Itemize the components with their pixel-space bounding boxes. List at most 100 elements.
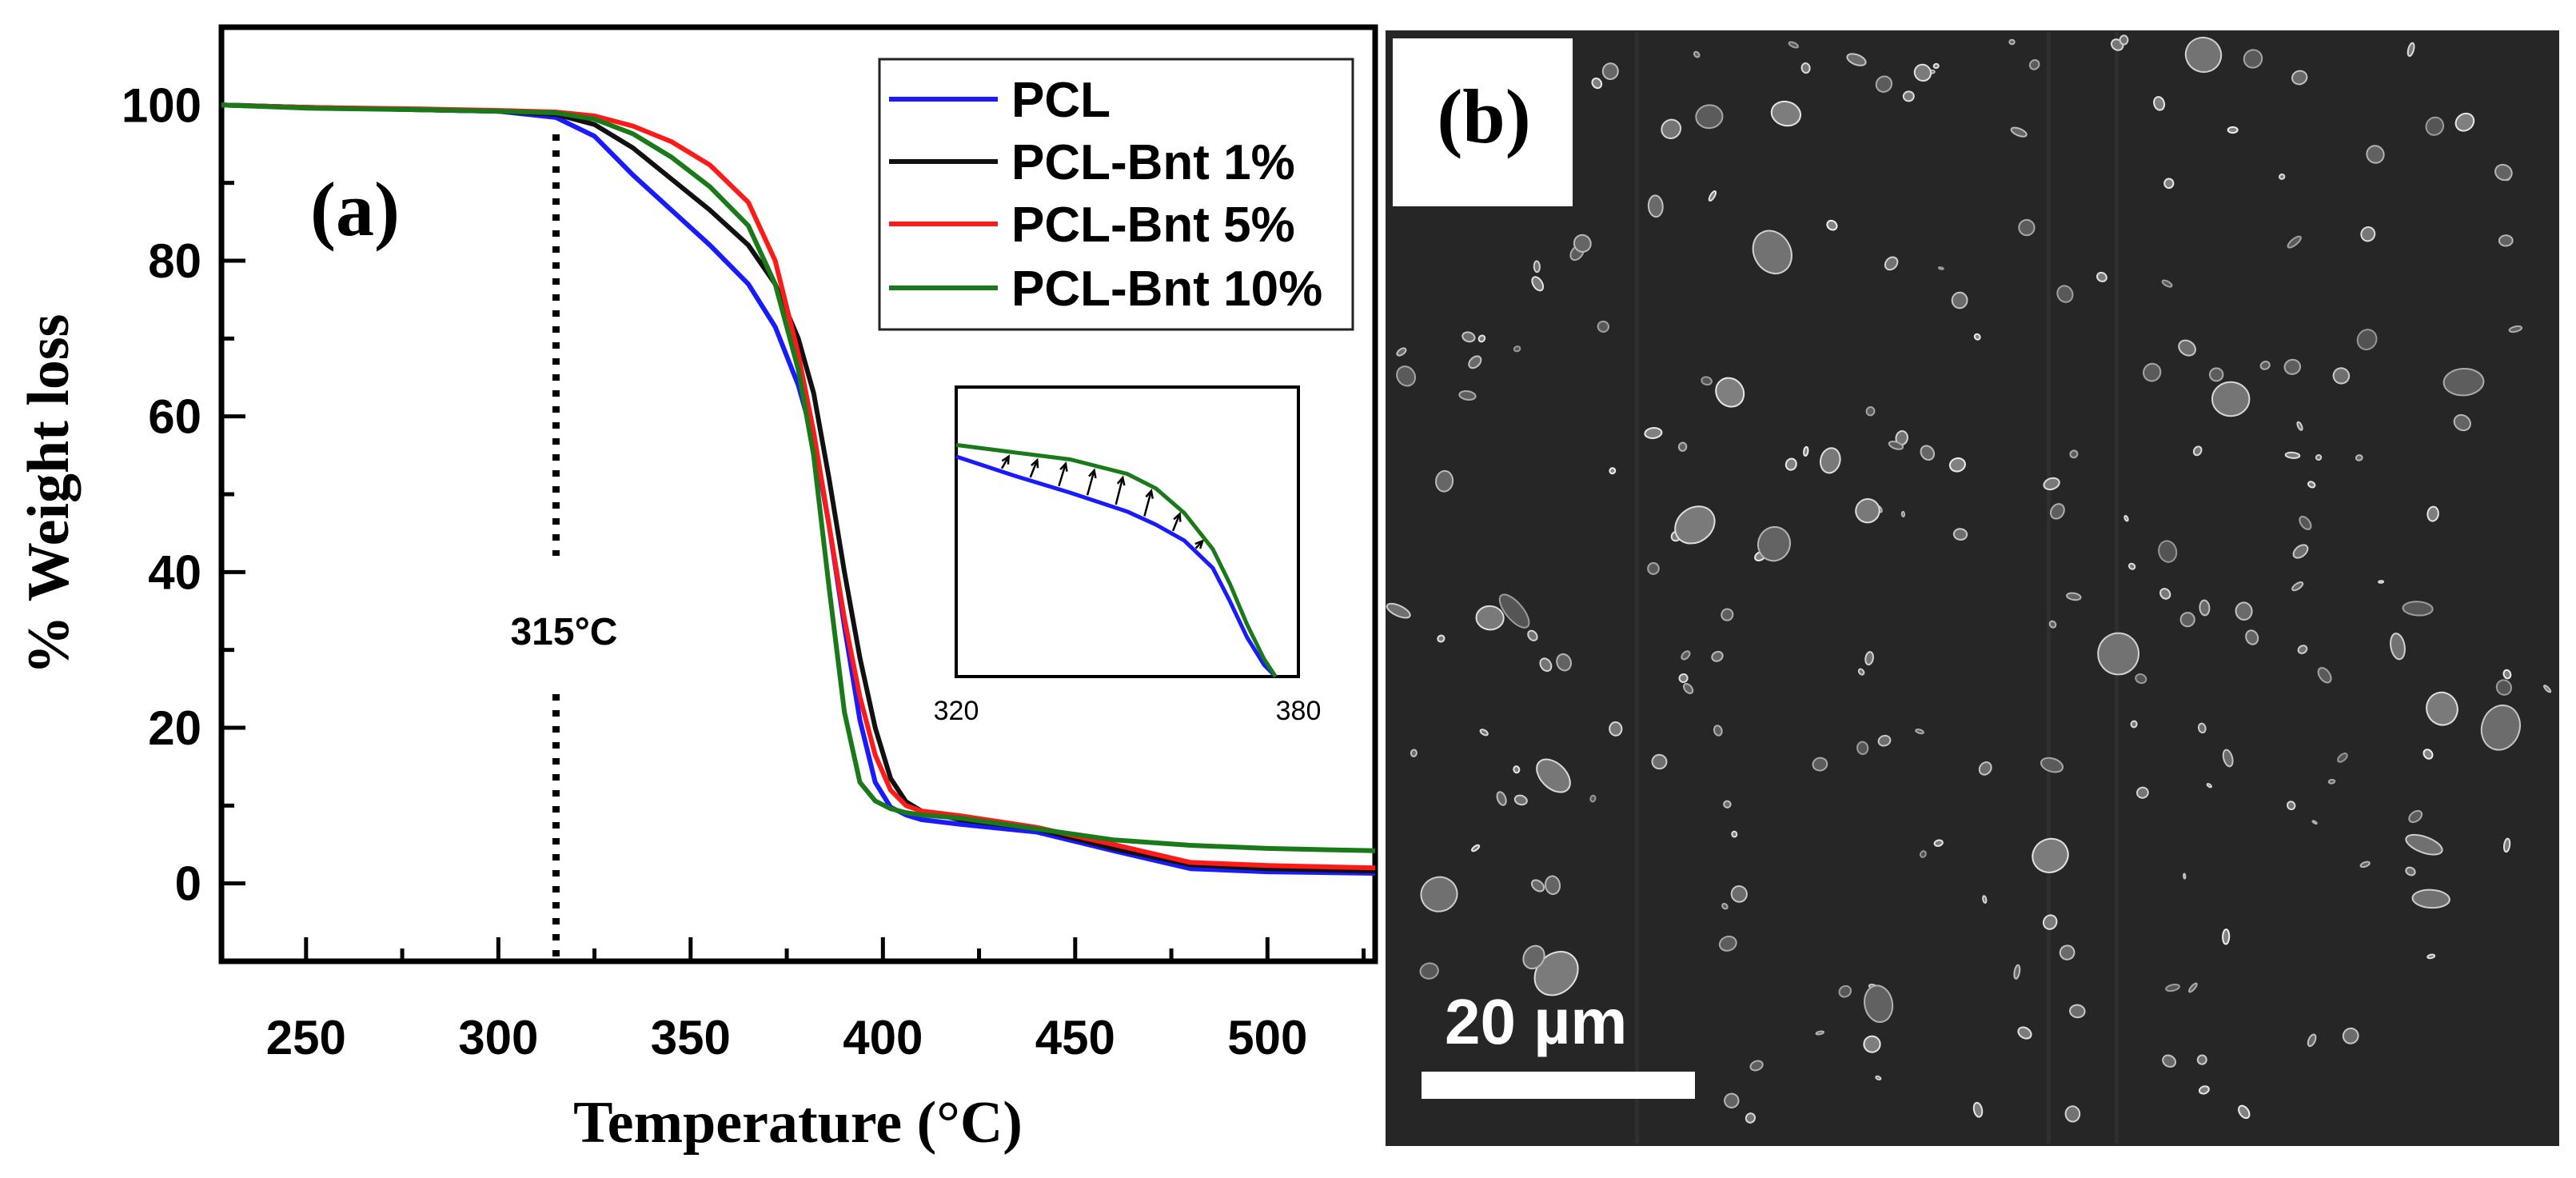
sem-particle [1573,234,1592,254]
sem-particle [2355,454,2363,461]
sem-particle [1539,657,1553,673]
inset-series-line-pcl-bnt-10 [955,442,1278,678]
sem-particle [2422,749,2434,760]
sem-particle [2119,34,2129,46]
sem-particle [1826,219,1838,231]
sem-particle [1597,320,1609,333]
sem-particle [2299,515,2312,530]
sem-particle [1647,194,1664,218]
marker-group: 315°C [510,134,617,960]
sem-particle [2017,1026,2032,1040]
sem-particle [1708,190,1717,202]
sem-particle [2287,235,2302,249]
sem-particle [1477,334,1486,343]
sem-particle [1752,230,1792,275]
inset-series-line-pcl [955,454,1278,678]
series-group [955,442,1278,678]
sem-particle [2442,367,2485,397]
sem-particle [2378,580,2385,584]
sem-particle [2161,279,2173,288]
sem-particle [2123,515,2129,522]
sem-particle [2227,126,2239,134]
inset-arrow [1058,463,1067,487]
sem-particle [2010,126,2028,138]
sem-particle [1609,467,1617,475]
sem-image-panel: (b) 20 µm [1386,30,2559,1146]
sem-particle [1468,355,1482,369]
inset-arrow-head [1145,489,1154,499]
legend-box [878,58,1354,331]
sem-particle [2307,1033,2317,1048]
sem-particle [1749,1060,1764,1072]
x-axis-title: Temperature (°C) [573,1090,1023,1156]
sem-particle [1647,561,1660,575]
sem-particle [2197,722,2207,734]
sem-particle [2245,629,2259,645]
sem-particle [2327,778,2336,785]
sem-particle [1498,593,1530,629]
sem-particle [1721,608,1734,621]
sem-particle [2165,984,2180,992]
sem-particle [1982,895,1988,904]
sem-streaks [1635,32,2119,1144]
sem-particle [1678,673,1689,684]
sem-particle [1952,528,1968,541]
sem-particle [2198,1085,2210,1095]
sem-particle [2426,505,2439,522]
sem-particle [1513,794,1528,806]
arrow-group [1000,454,1205,549]
sem-particle [1693,50,1701,58]
inset-arrow [1086,469,1095,496]
sem-particle [1951,291,1968,309]
tick-group [221,102,1366,961]
sem-particle [2311,820,2318,825]
sem-particle [2426,691,2458,726]
series-line-pcl-bnt-10 [221,102,1376,853]
sem-particle [2095,271,2107,282]
sem-particle [2453,413,2471,432]
sem-particle [1877,734,1892,747]
sem-particle [2018,218,2036,237]
legend-label-pcl-bnt-1: PCL-Bnt 1% [1011,135,1295,190]
sem-particle [2291,581,2304,592]
sem-particle [1948,457,1966,473]
sem-particle [1932,62,1940,70]
sem-particle [1800,62,1811,74]
inset-arrow [1115,477,1124,505]
sem-particle [2199,599,2211,617]
sem-particle [2292,544,2309,559]
sem-particle [2296,421,2303,431]
inset-arrow-head [1088,468,1097,479]
sem-particle [2291,70,2308,86]
sem-particle [2454,112,2475,132]
sem-particle [1536,758,1571,793]
sem-particle [2188,982,2198,993]
sem-particle [1730,885,1748,903]
sem-particle [1437,634,1446,643]
sem-particle [1875,1075,1882,1080]
sem-particle [2183,873,2187,880]
sem-particle [1731,830,1738,838]
y-tick-label: 40 [148,545,201,599]
sem-particle [1471,844,1481,853]
sem-particle [2136,786,2149,799]
sem-particle [2402,601,2434,617]
sem-particle [1920,445,1936,461]
series-group [221,102,1376,876]
sem-particle [1715,377,1745,408]
sem-particle [1419,962,1439,980]
sem-particle [2043,477,2060,491]
sem-particle [1812,757,1828,772]
sem-particle [1815,1030,1825,1036]
y-tick-label: 0 [175,857,201,911]
sem-particle [2543,685,2552,693]
legend-label-pcl-bnt-5: PCL-Bnt 5% [1011,198,1295,253]
sem-particle [1396,365,1417,387]
inset-arrow-head [1059,461,1068,472]
sem-streak [2047,32,2051,1144]
sem-particle [2196,1054,2207,1065]
sem-particle [1857,668,1865,676]
sem-particle [2502,669,2512,680]
sem-particles [1386,34,2552,1124]
